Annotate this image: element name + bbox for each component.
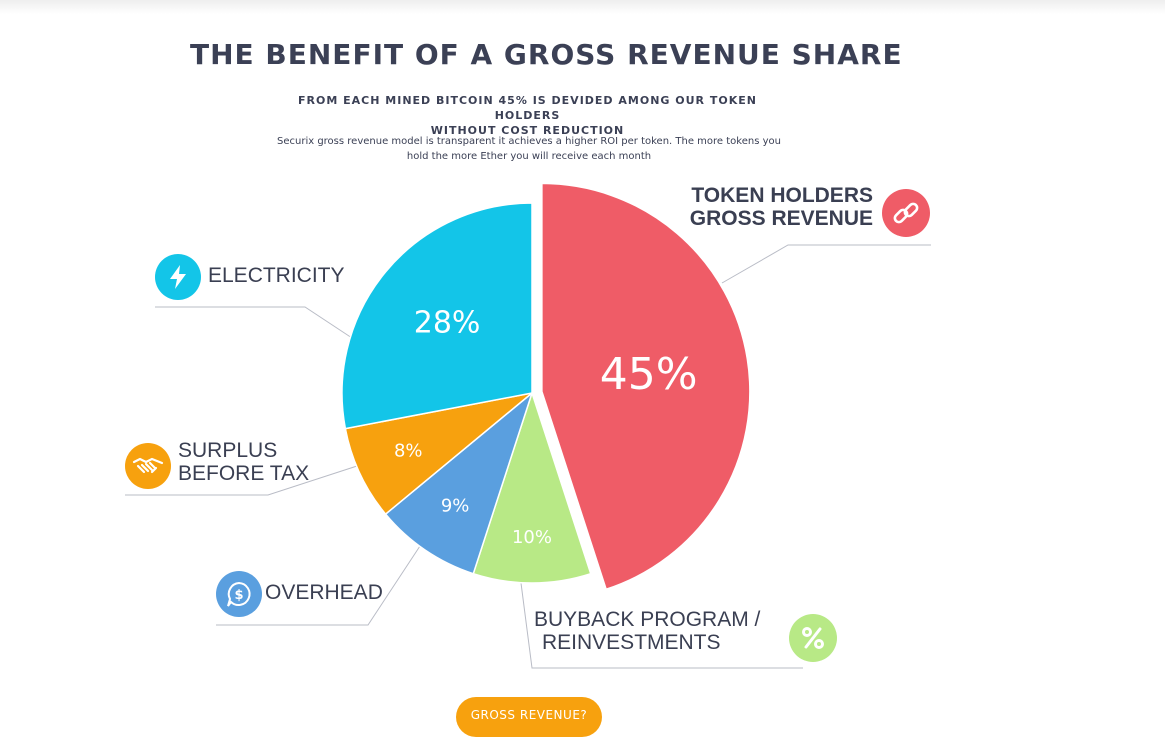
surplus-slice (344, 392, 533, 516)
buyback-label: BUYBACK PROGRAM / REINVESTMENTS (534, 608, 760, 654)
surplus-line-2: BEFORE TAX (178, 462, 310, 485)
revenue-pie-chart: 45% 10% 9% 8% 28% (125, 182, 931, 669)
token-holders-slice (541, 182, 751, 591)
overhead-slice (384, 390, 534, 575)
description-line-1: Securix gross revenue model is transpare… (277, 136, 781, 147)
token-holders-line-1: TOKEN HOLDERS (691, 184, 873, 207)
buyback-slice (472, 390, 592, 584)
token-holders-label: TOKEN HOLDERS GROSS REVENUE (660, 184, 873, 230)
pie-slices (341, 182, 751, 591)
slice-value-labels: 45% 10% 9% 8% 28% (394, 305, 698, 548)
page-title: THE BENEFIT OF A GROSS REVENUE SHARE (190, 38, 903, 71)
electricity-label: ELECTRICITY (208, 264, 345, 287)
token-holders-value-label: 45% (600, 349, 698, 400)
subtitle-line-1: FROM EACH MINED BITCOIN 45% IS DEVIDED A… (298, 94, 757, 122)
top-bar (0, 0, 1165, 14)
svg-text:$: $ (234, 588, 243, 603)
electricity-slice (341, 202, 533, 430)
token-holders-line-2: GROSS REVENUE (689, 207, 873, 230)
surplus-value-label: 8% (394, 441, 423, 462)
lightning-icon (155, 254, 201, 300)
electricity-value-label: 28% (414, 305, 481, 340)
surplus-line-1: SURPLUS (178, 439, 278, 462)
surplus-leader-line (125, 465, 358, 496)
page-subtitle: FROM EACH MINED BITCOIN 45% IS DEVIDED A… (270, 93, 785, 138)
gross-revenue-button[interactable]: GROSS REVENUE? (456, 697, 602, 737)
link-icon (882, 189, 930, 237)
dollar-chat-icon: $ (216, 571, 262, 617)
overhead-value-label: 9% (441, 496, 470, 517)
description-line-2: hold the more Ether you will receive eac… (406, 151, 652, 162)
subtitle-line-2: WITHOUT COST REDUCTION (430, 124, 625, 137)
electricity-leader-line (155, 306, 353, 339)
buyback-value-label: 10% (512, 527, 552, 548)
token-holders-leader-line (721, 244, 931, 284)
percent-icon (789, 614, 837, 662)
buyback-line-2: REINVESTMENTS (542, 631, 721, 654)
overhead-label: OVERHEAD (265, 581, 383, 604)
surplus-label: SURPLUS BEFORE TAX (178, 439, 309, 485)
handshake-icon (125, 443, 171, 489)
buyback-leader-line (520, 582, 803, 669)
overhead-leader-line (216, 545, 421, 626)
buyback-line-1: BUYBACK PROGRAM / (534, 608, 761, 631)
page-description: Securix gross revenue model is transpare… (255, 134, 803, 164)
leader-lines (125, 244, 931, 669)
